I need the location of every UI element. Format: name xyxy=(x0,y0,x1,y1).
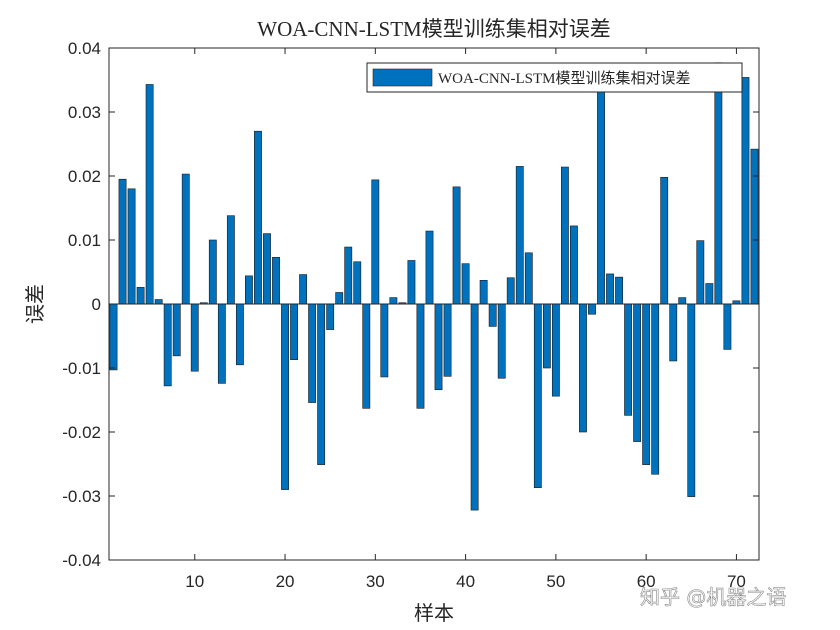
bar-65 xyxy=(687,303,696,497)
bar-12 xyxy=(208,239,217,305)
bar-44 xyxy=(497,303,506,379)
bar-55 xyxy=(597,86,605,305)
bar-18 xyxy=(263,233,271,305)
bar-23 xyxy=(308,303,317,403)
bar-14 xyxy=(226,215,235,305)
bar-13 xyxy=(217,303,226,384)
bar-48 xyxy=(533,303,542,488)
bar-46 xyxy=(515,166,524,305)
bar-72 xyxy=(750,148,759,305)
bar-17 xyxy=(254,130,262,305)
bar-43 xyxy=(488,303,497,327)
bar-39 xyxy=(452,186,461,305)
bar-3 xyxy=(127,188,136,305)
bar-38 xyxy=(443,303,452,377)
legend-label: WOA-CNN-LSTM模型训练集相对误差 xyxy=(438,70,691,87)
bar-9 xyxy=(181,173,190,305)
bar-41 xyxy=(470,303,479,511)
bar-64 xyxy=(678,297,687,305)
y-tick-label: -0.04 xyxy=(62,551,101,570)
y-tick-label: -0.01 xyxy=(62,359,101,378)
y-tick-label: 0 xyxy=(92,295,101,314)
bar-4 xyxy=(136,287,145,305)
bar-37 xyxy=(434,303,443,391)
bar-35 xyxy=(416,303,425,409)
y-tick-label: 0.02 xyxy=(68,167,101,186)
y-axis: -0.04 -0.03 -0.02 -0.01 0 0.01 0.02 0.03 0.04 xyxy=(62,39,759,570)
bar-26 xyxy=(335,292,344,305)
bar-67 xyxy=(705,283,714,305)
x-tick-label: 50 xyxy=(546,572,565,591)
bar-62 xyxy=(660,176,669,305)
x-axis: 10 20 30 40 50 60 70 xyxy=(185,48,746,591)
bar-34 xyxy=(407,260,416,305)
bar-53 xyxy=(579,303,587,433)
bar-2 xyxy=(118,178,127,305)
x-tick-label: 40 xyxy=(456,572,475,591)
bar-20 xyxy=(281,303,289,490)
bar-36 xyxy=(425,230,434,305)
bar-61 xyxy=(651,303,660,475)
watermark: 知乎 @机器之语 xyxy=(640,585,786,609)
bar-16 xyxy=(245,275,253,305)
bar-51 xyxy=(560,166,569,305)
x-tick-label: 30 xyxy=(366,572,385,591)
y-tick-label: -0.03 xyxy=(62,487,101,506)
bar-45 xyxy=(506,277,515,305)
y-tick-label: 0.04 xyxy=(68,39,101,58)
bar-71 xyxy=(741,77,750,305)
bar-50 xyxy=(551,303,560,397)
bar-32 xyxy=(389,297,398,305)
x-tick-label: 20 xyxy=(276,572,295,591)
chart-title: WOA-CNN-LSTM模型训练集相对误差 xyxy=(257,17,610,41)
legend: WOA-CNN-LSTM模型训练集相对误差 xyxy=(366,62,743,93)
y-tick-label: -0.02 xyxy=(62,423,101,442)
x-tick-label: 60 xyxy=(637,572,656,591)
y-tick-label: 0.01 xyxy=(68,231,101,250)
bar-6 xyxy=(154,299,163,305)
bar-58 xyxy=(624,303,633,416)
bar-68 xyxy=(714,62,723,305)
bar-66 xyxy=(696,240,705,305)
bar-19 xyxy=(272,256,280,305)
bar-8 xyxy=(172,303,181,357)
bar-52 xyxy=(570,225,578,305)
x-tick-label: 10 xyxy=(185,572,204,591)
bar-47 xyxy=(524,252,533,305)
bar-59 xyxy=(633,303,642,442)
bar-60 xyxy=(642,303,651,465)
y-axis-label: 误差 xyxy=(23,284,47,324)
bar-24 xyxy=(317,303,326,465)
bar-56 xyxy=(606,273,614,305)
bar-29 xyxy=(362,303,371,409)
bar-63 xyxy=(669,303,678,362)
bar-42 xyxy=(479,280,488,305)
bar-10 xyxy=(190,303,199,372)
bar-25 xyxy=(326,303,335,330)
bar-27 xyxy=(344,246,353,305)
bar-31 xyxy=(380,303,389,378)
bar-28 xyxy=(353,261,362,305)
bar-30 xyxy=(371,179,380,305)
bar-54 xyxy=(588,303,596,315)
x-tick-label: 70 xyxy=(727,572,746,591)
bar-40 xyxy=(461,263,470,305)
bar-49 xyxy=(542,303,551,369)
bar-21 xyxy=(290,303,298,360)
x-axis-label: 样本 xyxy=(414,601,454,625)
bar-57 xyxy=(615,276,623,305)
bar-15 xyxy=(235,303,244,366)
bar-22 xyxy=(299,274,308,305)
legend-swatch xyxy=(372,68,433,87)
y-tick-label: 0.03 xyxy=(68,103,101,122)
bar-5 xyxy=(145,84,154,305)
bar-69 xyxy=(723,303,732,350)
bar-7 xyxy=(163,303,172,387)
bar-1 xyxy=(109,303,118,371)
